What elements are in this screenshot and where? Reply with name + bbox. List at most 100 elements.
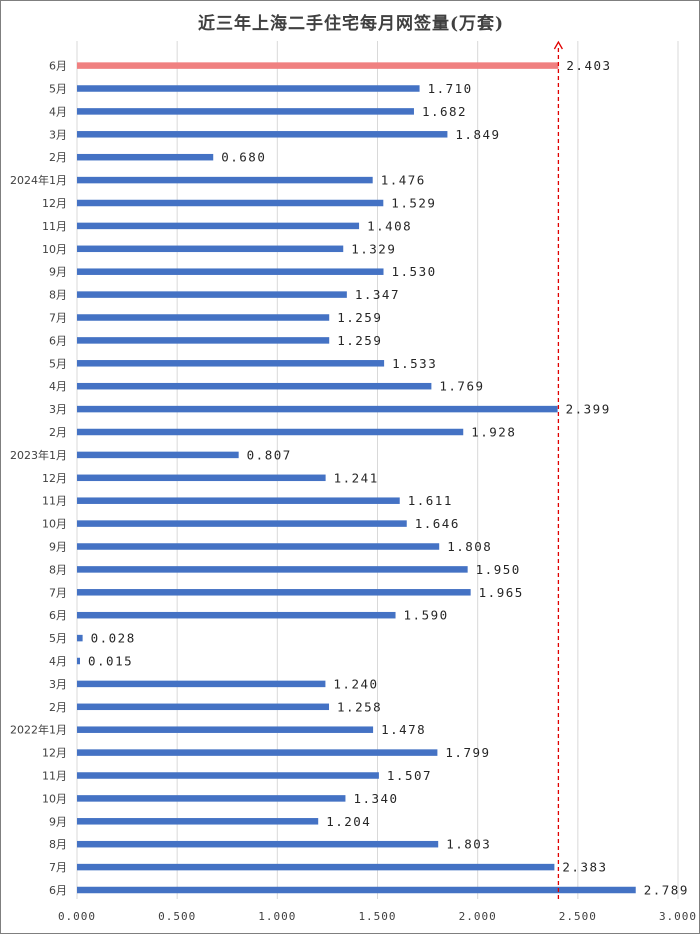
x-tick-label: 1.000 xyxy=(258,910,296,923)
data-label: 1.259 xyxy=(337,333,382,348)
x-tick-label: 3.000 xyxy=(659,910,697,923)
bar xyxy=(77,428,464,436)
bar xyxy=(77,108,414,115)
x-tick-label: 0.000 xyxy=(58,910,96,923)
bar xyxy=(77,199,384,207)
bar xyxy=(77,131,448,138)
bar xyxy=(77,703,330,711)
reference-arrowhead xyxy=(553,40,563,50)
category-label: 2022年1月 xyxy=(10,723,67,737)
category-label: 8月 xyxy=(49,563,67,576)
category-label: 11月 xyxy=(42,495,67,508)
bar xyxy=(77,382,432,390)
category-label: 3月 xyxy=(49,678,67,691)
category-label: 3月 xyxy=(49,128,67,141)
bar xyxy=(77,543,440,550)
category-label: 2月 xyxy=(49,151,67,164)
data-label: 1.529 xyxy=(391,196,436,211)
category-label: 12月 xyxy=(42,747,67,760)
bar xyxy=(77,863,555,871)
bar xyxy=(77,772,379,779)
category-label: 8月 xyxy=(49,289,67,302)
data-label: 1.478 xyxy=(381,722,426,737)
data-label: 1.928 xyxy=(471,425,516,440)
data-label: 0.807 xyxy=(247,447,292,462)
data-label: 1.646 xyxy=(415,516,460,531)
bar xyxy=(77,268,384,275)
bar xyxy=(77,62,559,69)
category-label: 9月 xyxy=(49,266,67,279)
bar xyxy=(77,795,346,802)
category-label: 7月 xyxy=(49,586,67,599)
category-label: 2月 xyxy=(49,701,67,714)
data-label: 1.507 xyxy=(387,768,432,783)
category-label: 9月 xyxy=(49,541,67,554)
category-label: 7月 xyxy=(49,312,67,325)
bar xyxy=(77,589,471,596)
category-label: 6月 xyxy=(49,609,67,622)
bar xyxy=(77,680,326,688)
category-label: 5月 xyxy=(49,83,67,96)
bar xyxy=(77,337,330,344)
bar xyxy=(77,176,373,184)
bar xyxy=(77,451,239,459)
data-label: 1.259 xyxy=(337,310,382,325)
data-label: 2.789 xyxy=(644,883,689,898)
data-label: 1.258 xyxy=(337,699,382,714)
category-label: 6月 xyxy=(49,334,67,347)
category-label: 2月 xyxy=(49,426,67,439)
value-labels: 2.403 1.710 1.682 1.849 0.680 1.476 1.529 1.408… xyxy=(88,58,689,898)
category-label: 10月 xyxy=(42,518,67,531)
bar xyxy=(77,749,438,756)
data-label: 2.383 xyxy=(562,860,607,875)
data-label: 0.028 xyxy=(91,631,136,646)
category-label: 5月 xyxy=(49,357,67,370)
data-label: 1.408 xyxy=(367,218,412,233)
bar xyxy=(77,360,385,367)
bar xyxy=(77,314,330,321)
category-label: 9月 xyxy=(49,815,67,828)
bar xyxy=(77,840,439,848)
data-label: 1.950 xyxy=(476,562,521,577)
bar xyxy=(77,520,407,527)
bar xyxy=(77,634,83,642)
data-label: 1.849 xyxy=(455,127,500,142)
data-label: 1.590 xyxy=(404,608,449,623)
data-label: 1.240 xyxy=(333,676,378,691)
data-label: 1.965 xyxy=(479,585,524,600)
category-label: 6月 xyxy=(49,60,67,73)
bar xyxy=(77,153,214,161)
bar xyxy=(77,85,420,92)
category-label: 2024年1月 xyxy=(10,173,67,187)
category-label: 12月 xyxy=(42,197,67,210)
data-label: 1.476 xyxy=(381,173,426,188)
category-label: 11月 xyxy=(42,770,67,783)
data-label: 2.403 xyxy=(566,58,611,73)
data-label: 1.710 xyxy=(428,81,473,96)
data-label: 1.530 xyxy=(392,264,437,279)
x-tick-label: 2.500 xyxy=(559,910,597,923)
x-tick-label: 2.000 xyxy=(459,910,497,923)
x-tick-label: 0.500 xyxy=(158,910,196,923)
data-label: 1.803 xyxy=(446,837,491,852)
category-label: 10月 xyxy=(42,243,67,256)
data-label: 1.769 xyxy=(439,379,484,394)
category-label: 5月 xyxy=(49,632,67,645)
x-tick-label: 1.500 xyxy=(358,910,396,923)
data-label: 1.241 xyxy=(334,470,379,485)
reference-line xyxy=(553,40,563,899)
bar xyxy=(77,657,81,665)
category-labels: 6月 5月 4月 3月 2月 2024年1月 12月 11月 10月 9月 8月 7月 6月 5月 4月 3月… xyxy=(10,60,67,897)
category-label: 4月 xyxy=(49,105,67,118)
x-axis-ticks: 0.000 0.500 1.000 1.500 2.000 2.500 3.000 xyxy=(58,910,697,923)
bar xyxy=(77,818,319,825)
data-label: 1.340 xyxy=(353,791,398,806)
data-label: 1.611 xyxy=(408,493,453,508)
bar xyxy=(77,291,347,298)
data-label: 1.204 xyxy=(326,814,371,829)
category-label: 6月 xyxy=(49,884,67,897)
bar xyxy=(77,497,400,504)
category-label: 7月 xyxy=(49,861,67,874)
category-label: 8月 xyxy=(49,838,67,851)
data-label: 2.399 xyxy=(566,402,611,417)
